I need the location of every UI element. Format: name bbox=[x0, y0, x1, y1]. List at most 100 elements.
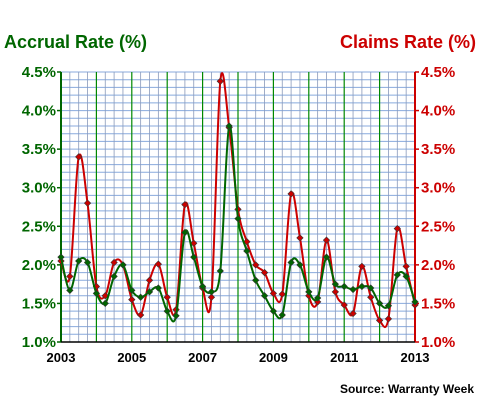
right-y-tick-label: 1.0% bbox=[421, 334, 455, 351]
claims-point bbox=[137, 311, 145, 319]
claims-point bbox=[243, 238, 251, 246]
right-y-tick-labels: 1.0% 1.5% 2.0% 2.5% 3.0% 3.5% 4.0% 4.5% bbox=[415, 64, 455, 351]
accrual-point bbox=[278, 311, 286, 319]
claims-point bbox=[83, 199, 92, 207]
left-y-tick-label: 4.5% bbox=[22, 64, 56, 81]
accrual-point bbox=[340, 282, 348, 291]
claims-point bbox=[101, 292, 109, 300]
accrual-point bbox=[198, 282, 207, 291]
claims-point bbox=[331, 288, 339, 296]
accrual-point bbox=[349, 285, 357, 294]
claims-point bbox=[145, 276, 154, 284]
claims-point bbox=[110, 258, 118, 267]
x-tick-label: 2007 bbox=[188, 350, 217, 365]
right-y-tick-label: 2.5% bbox=[421, 218, 455, 235]
accrual-point bbox=[101, 299, 109, 308]
right-y-tick-label: 3.5% bbox=[421, 141, 455, 158]
claims-point bbox=[393, 224, 401, 233]
x-tick-label: 2005 bbox=[117, 350, 146, 365]
accrual-point bbox=[322, 253, 331, 261]
accrual-point bbox=[269, 307, 278, 315]
left-y-tick-label: 1.5% bbox=[22, 295, 56, 312]
accrual-point bbox=[296, 261, 304, 269]
accrual-point bbox=[375, 299, 384, 308]
accrual-point bbox=[287, 258, 295, 267]
accrual-point bbox=[57, 253, 65, 261]
claims-series bbox=[57, 72, 419, 329]
accrual-point bbox=[66, 286, 74, 294]
accrual-point bbox=[402, 272, 410, 281]
series bbox=[57, 72, 419, 329]
accrual-point bbox=[92, 289, 101, 298]
x-tick-label: 2009 bbox=[259, 350, 288, 365]
accrual-point bbox=[216, 267, 224, 275]
accrual-point bbox=[181, 228, 189, 237]
right-y-tick-label: 4.0% bbox=[421, 103, 455, 120]
claims-point bbox=[349, 309, 357, 318]
claims-point bbox=[207, 293, 216, 301]
claims-point bbox=[181, 201, 189, 209]
accrual-point bbox=[411, 298, 419, 306]
left-axis-title: Accrual Rate (%) bbox=[4, 32, 147, 52]
claims-point bbox=[287, 190, 295, 198]
left-y-tick-label: 3.0% bbox=[22, 180, 56, 197]
accrual-point bbox=[154, 284, 162, 292]
accrual-point bbox=[358, 282, 366, 291]
accrual-point bbox=[384, 302, 393, 310]
accrual-point bbox=[137, 293, 145, 301]
right-y-tick-label: 3.0% bbox=[421, 180, 455, 197]
source-note: Source: Warranty Week bbox=[340, 382, 474, 396]
claims-point bbox=[190, 239, 198, 247]
left-y-tick-label: 2.5% bbox=[22, 218, 56, 235]
accrual-series bbox=[57, 122, 419, 323]
x-tick-label: 2011 bbox=[330, 350, 358, 365]
left-y-tick-labels: 1.0% 1.5% 2.0% 2.5% 3.0% 3.5% 4.0% 4.5% bbox=[22, 64, 61, 351]
x-tick-labels: 2003 2005 2007 2009 2011 2013 bbox=[47, 350, 430, 365]
x-tick-label: 2003 bbox=[47, 350, 76, 365]
accrual-point bbox=[225, 122, 233, 130]
claims-point bbox=[269, 289, 278, 298]
left-y-tick-label: 2.0% bbox=[22, 257, 56, 274]
claims-point bbox=[163, 293, 171, 301]
claims-point bbox=[278, 290, 286, 298]
axes bbox=[60, 72, 416, 343]
claims-point bbox=[66, 272, 74, 281]
accrual-point bbox=[75, 257, 83, 265]
claims-point bbox=[252, 261, 260, 269]
left-y-tick-label: 3.5% bbox=[22, 141, 56, 158]
claims-point bbox=[340, 301, 348, 309]
accrual-point bbox=[243, 247, 251, 255]
claims-point bbox=[75, 153, 83, 161]
accrual-point bbox=[207, 288, 216, 296]
claims-point bbox=[216, 77, 224, 85]
x-tick-label: 2013 bbox=[401, 350, 430, 365]
right-axis-title: Claims Rate (%) bbox=[340, 32, 476, 52]
accrual-point bbox=[163, 307, 171, 315]
accrual-point bbox=[367, 284, 375, 292]
claims-point bbox=[322, 236, 331, 244]
left-y-tick-label: 1.0% bbox=[22, 334, 56, 351]
accrual-point bbox=[305, 288, 313, 296]
claims-point bbox=[154, 260, 162, 268]
accrual-point bbox=[110, 272, 118, 281]
accrual-point bbox=[83, 258, 92, 267]
right-y-tick-label: 4.5% bbox=[421, 64, 455, 81]
accrual-point bbox=[393, 271, 401, 279]
accrual-point bbox=[260, 292, 269, 300]
claims-point bbox=[384, 315, 393, 323]
claims-point bbox=[296, 234, 304, 242]
right-y-tick-label: 2.0% bbox=[421, 257, 455, 274]
accrual-point bbox=[190, 253, 198, 261]
accrual-point bbox=[172, 312, 180, 320]
accrual-point bbox=[314, 294, 322, 302]
gridlines bbox=[60, 71, 416, 343]
accrual-point bbox=[331, 280, 339, 288]
claims-point bbox=[402, 262, 410, 271]
claims-point bbox=[358, 262, 366, 271]
claims-point bbox=[367, 293, 375, 301]
accrual-point bbox=[128, 286, 136, 294]
accrual-point bbox=[252, 276, 260, 284]
accrual-point bbox=[145, 288, 154, 296]
claims-point bbox=[375, 316, 384, 325]
